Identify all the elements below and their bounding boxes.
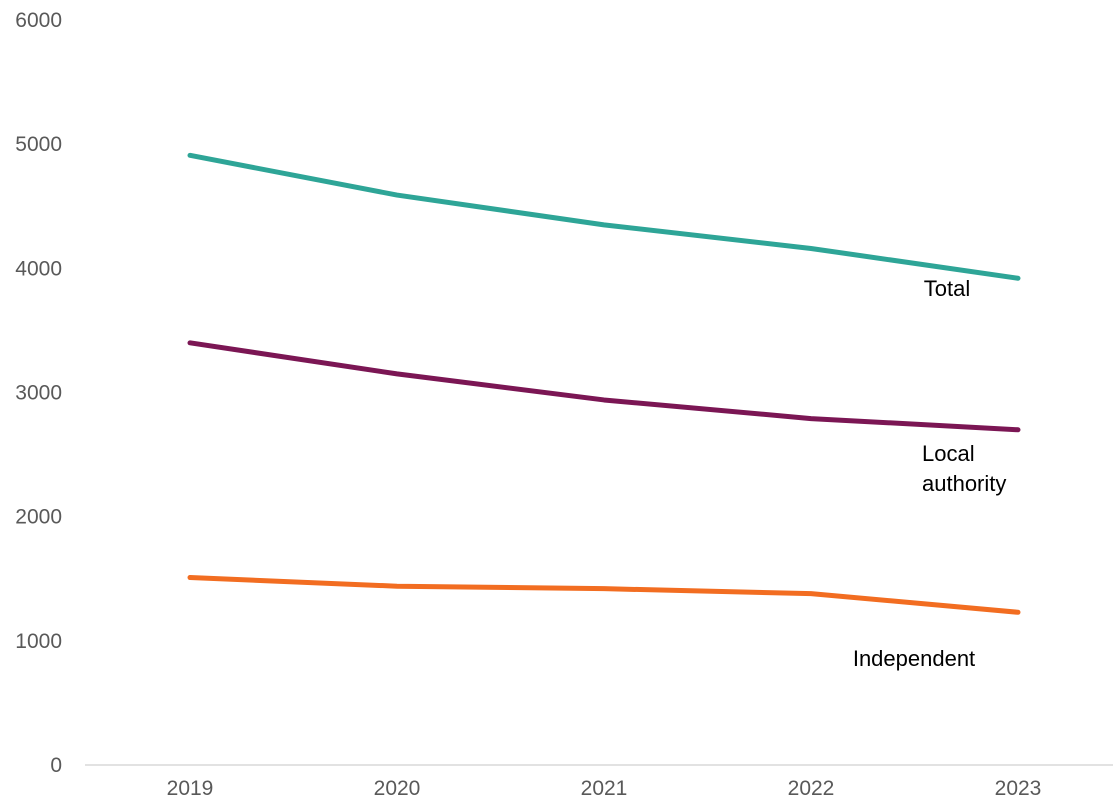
y-tick-label: 5000 — [15, 133, 62, 156]
y-tick-label: 3000 — [15, 382, 62, 405]
y-tick-label: 2000 — [15, 506, 62, 529]
x-tick-label: 2019 — [167, 777, 214, 800]
series-label-line: authority — [922, 471, 1006, 496]
y-tick-label: 4000 — [15, 257, 62, 280]
series-label-total: Total — [924, 276, 970, 301]
series-labels: Total Local authority Independent — [853, 276, 1007, 671]
y-axis: 0 1000 2000 3000 4000 5000 6000 — [15, 9, 62, 777]
series-label-line: Independent — [853, 646, 975, 671]
y-tick-label: 1000 — [15, 630, 62, 653]
series-lines — [187, 152, 1021, 615]
y-tick-label: 6000 — [15, 9, 62, 32]
series-line-independent — [187, 575, 1021, 615]
series-label-line: Total — [924, 276, 970, 301]
series-label-local-authority: Local authority — [922, 441, 1006, 496]
x-axis: 2019 2020 2021 2022 2023 — [85, 764, 1113, 800]
x-tick-label: 2021 — [581, 777, 628, 800]
series-line-local-authority — [187, 340, 1021, 433]
x-tick-label: 2022 — [788, 777, 835, 800]
series-label-line: Local — [922, 441, 975, 466]
x-tick-label: 2023 — [995, 777, 1042, 800]
series-label-independent: Independent — [853, 646, 975, 671]
x-tick-label: 2020 — [374, 777, 421, 800]
series-line-total — [187, 152, 1021, 281]
y-tick-label: 0 — [50, 754, 62, 777]
